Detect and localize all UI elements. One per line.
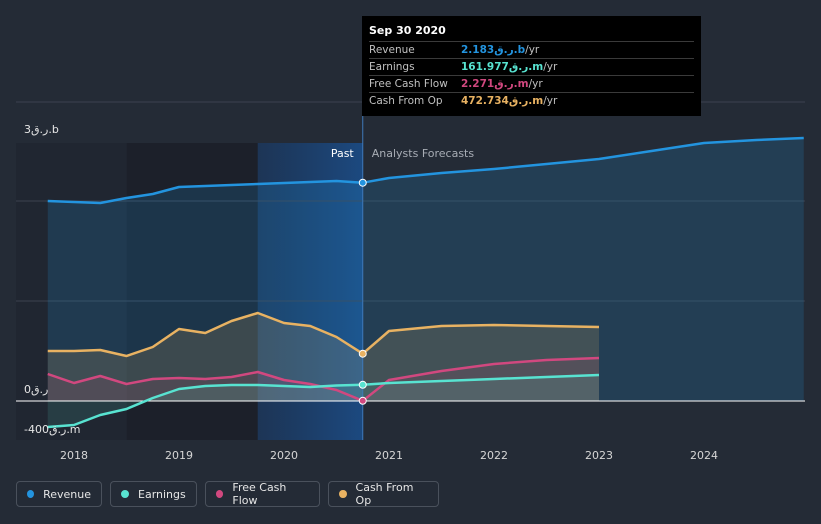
- forecast-label: Analysts Forecasts: [372, 147, 475, 160]
- tooltip-label: Cash From Op: [369, 95, 443, 107]
- past-label: Past: [331, 147, 355, 160]
- legend: Revenue Earnings Free Cash Flow Cash Fro…: [16, 481, 439, 507]
- cash-from-op-line: [47, 311, 600, 358]
- tooltip-row-revenue: Revenue 2.183ر.ق.b /yr: [369, 41, 694, 58]
- tooltip-label: Revenue: [369, 44, 415, 56]
- earnings-dot-icon: [121, 490, 129, 498]
- revenue-marker: [358, 178, 367, 187]
- legend-label: Free Cash Flow: [232, 481, 287, 507]
- cash-from-op-dot-icon: [339, 490, 347, 498]
- x-tick-label: 2024: [690, 449, 718, 462]
- legend-cash-from-op[interactable]: Cash From Op: [328, 481, 439, 507]
- legend-revenue[interactable]: Revenue: [16, 481, 102, 507]
- earnings-line: [47, 373, 600, 429]
- tooltip-value: 472.734ر.ق.m: [461, 95, 544, 107]
- tooltip-unit: /yr: [543, 95, 558, 107]
- cash-from-op-marker: [358, 349, 367, 358]
- tooltip-date: Sep 30 2020: [369, 24, 446, 37]
- legend-label: Revenue: [43, 487, 91, 501]
- tooltip-row-free-cash-flow: Free Cash Flow 2.271ر.ق.m /yr: [369, 75, 694, 92]
- y-axis-label: 3ر.ق.b: [24, 123, 59, 136]
- highlight-region: [257, 143, 363, 440]
- revenue-line: [47, 136, 804, 205]
- x-tick-label: 2020: [270, 449, 298, 462]
- tooltip-value: 2.271ر.ق.m: [461, 78, 529, 90]
- revenue-area: [47, 138, 804, 401]
- y-axis-label: 0ر.ق: [24, 383, 48, 396]
- free-cash-flow-marker: [358, 396, 367, 405]
- x-tick-label: 2021: [375, 449, 403, 462]
- y-axis-label: -400ر.ق.m: [24, 423, 81, 436]
- tooltip-row-cash-from-op: Cash From Op 472.734ر.ق.m /yr: [369, 92, 694, 109]
- x-tick-label: 2022: [480, 449, 508, 462]
- revenue-dot-icon: [27, 490, 35, 498]
- x-tick-label: 2018: [60, 449, 88, 462]
- legend-earnings[interactable]: Earnings: [110, 481, 197, 507]
- legend-label: Earnings: [138, 487, 186, 501]
- x-tick-label: 2019: [165, 449, 193, 462]
- free-cash-flow-line: [47, 356, 600, 403]
- legend-free-cash-flow[interactable]: Free Cash Flow: [205, 481, 320, 507]
- legend-label: Cash From Op: [355, 481, 414, 507]
- x-tick-label: 2023: [585, 449, 613, 462]
- tooltip-value: 161.977ر.ق.m: [461, 61, 544, 73]
- tooltip-unit: /yr: [528, 78, 543, 90]
- free-cash-flow-dot-icon: [216, 490, 224, 498]
- tooltip-row-earnings: Earnings 161.977ر.ق.m /yr: [369, 58, 694, 75]
- tooltip-label: Free Cash Flow: [369, 78, 448, 90]
- tooltip-label: Earnings: [369, 61, 415, 73]
- past-shade: [126, 143, 258, 440]
- earnings-marker: [358, 380, 367, 389]
- tooltip-unit: /yr: [525, 44, 540, 56]
- tooltip-value: 2.183ر.ق.b: [461, 44, 526, 56]
- tooltip: Sep 30 2020 Revenue 2.183ر.ق.b /yr Earni…: [362, 16, 701, 116]
- tooltip-unit: /yr: [543, 61, 558, 73]
